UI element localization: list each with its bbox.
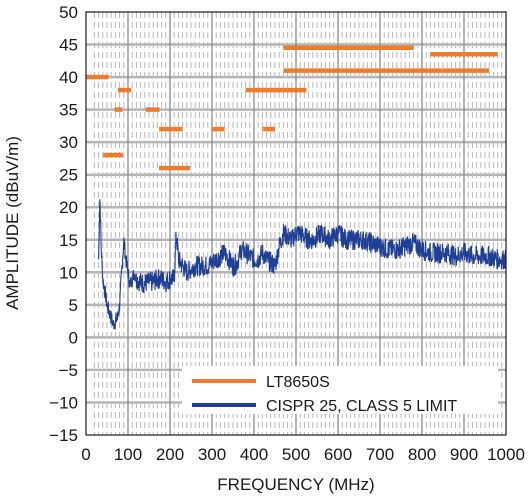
legend-label-cispr25: CISPR 25, CLASS 5 LIMIT [266, 398, 457, 415]
y-tick-label: 0 [69, 328, 78, 347]
y-axis-title: AMPLITUDE (dBuV/m) [3, 136, 22, 310]
y-tick-label: 30 [59, 133, 78, 152]
x-tick-labels: 0 100 200 300 400 500 600 700 800 900 1000 [81, 445, 525, 464]
y-tick-label: −15 [49, 426, 78, 445]
x-tick-label: 600 [324, 445, 352, 464]
x-tick-label: 800 [408, 445, 436, 464]
x-tick-label: 500 [282, 445, 310, 464]
y-tick-label: 25 [59, 166, 78, 185]
legend: LT8650S CISPR 25, CLASS 5 LIMIT [182, 366, 498, 415]
y-tick-label: 20 [59, 198, 78, 217]
y-tick-label: 10 [59, 263, 78, 282]
x-tick-label: 400 [240, 445, 268, 464]
x-axis-title: FREQUENCY (MHz) [217, 475, 374, 494]
x-tick-label: 200 [156, 445, 184, 464]
y-tick-label: 5 [69, 296, 78, 315]
plot-frame [85, 11, 507, 436]
x-tick-label: 700 [366, 445, 394, 464]
y-tick-label: −10 [49, 393, 78, 412]
y-tick-label: 50 [59, 3, 78, 22]
y-tick-label: 40 [59, 68, 78, 87]
series-line-cispr25 [98, 199, 507, 330]
y-tick-label: 45 [59, 36, 78, 55]
x-tick-label: 900 [450, 445, 478, 464]
y-tick-label: 35 [59, 101, 78, 120]
x-tick-label: 1000 [487, 445, 525, 464]
y-tick-label: −5 [59, 361, 78, 380]
x-tick-label: 300 [198, 445, 226, 464]
y-tick-label: 15 [59, 231, 78, 250]
legend-label-lt8650s: LT8650S [266, 374, 330, 391]
series-layer [86, 45, 507, 330]
x-tick-label: 100 [114, 445, 142, 464]
y-tick-labels: −15 −10 −5 0 5 10 15 20 25 30 35 40 45 50 [49, 3, 78, 445]
x-tick-label: 0 [81, 445, 90, 464]
grid [86, 12, 506, 435]
